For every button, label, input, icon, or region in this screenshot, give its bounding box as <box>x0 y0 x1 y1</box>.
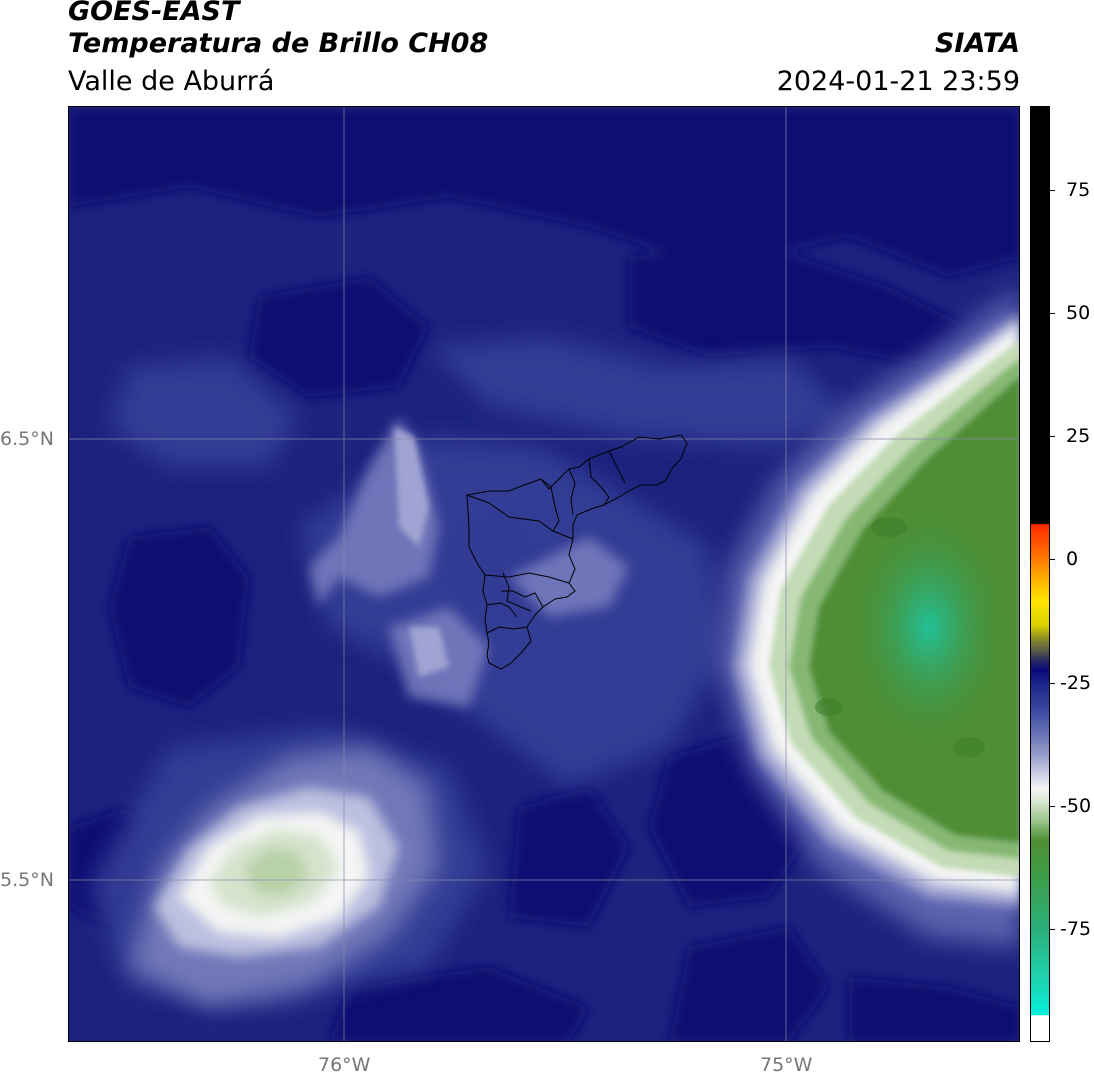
colorbar-label-25: 25 <box>1066 425 1091 447</box>
lat-tick-5-5: 5.5°N <box>0 869 54 891</box>
lon-tick-75w: 75°W <box>760 1054 813 1076</box>
colorbar-label-minus-25: -25 <box>1060 672 1092 694</box>
colorbar-tick-mark <box>1049 313 1055 314</box>
colorbar-label-minus-75: -75 <box>1060 918 1092 940</box>
municipal-boundaries <box>466 434 688 670</box>
colorbar-label-minus-50: -50 <box>1060 795 1092 817</box>
colorbar-label-0: 0 <box>1066 548 1079 570</box>
colorbar-tick-mark <box>1049 559 1055 560</box>
title-satellite: GOES-EAST <box>68 0 240 27</box>
cold-patches <box>69 107 1019 1041</box>
colorbar-tick-mark <box>1049 683 1055 684</box>
gridlines <box>69 107 1019 1041</box>
lon-tick-76w: 76°W <box>318 1054 371 1076</box>
colorbar-tick-mark <box>1049 806 1055 807</box>
colorbar-label-50: 50 <box>1066 302 1091 324</box>
lat-tick-6-5: 6.5°N <box>0 428 54 450</box>
title-product: Temperatura de Brillo CH08 <box>68 28 489 59</box>
title-agency: SIATA <box>934 28 1020 59</box>
map-panel <box>68 106 1020 1042</box>
title-region: Valle de Aburrá <box>68 66 275 97</box>
colorbar-tick-mark <box>1049 929 1055 930</box>
colorbar-tick-mark <box>1049 436 1055 437</box>
title-datetime: 2024-01-21 23:59 <box>776 66 1020 97</box>
brightness-temperature-field <box>69 107 1019 1041</box>
colorbar <box>1030 106 1050 1042</box>
colorbar-tick-mark <box>1049 190 1055 191</box>
colorbar-label-75: 75 <box>1066 179 1091 201</box>
